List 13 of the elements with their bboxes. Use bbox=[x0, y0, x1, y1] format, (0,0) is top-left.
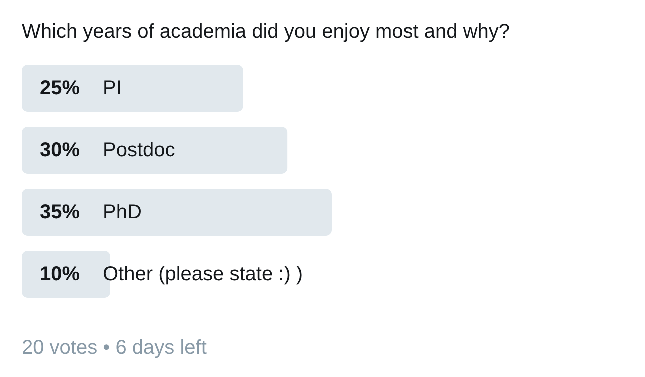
y-tick-label: Postdoc bbox=[103, 140, 176, 162]
bar bbox=[22, 127, 288, 174]
y-tick-label: PI bbox=[103, 78, 122, 100]
data-label: 35% bbox=[40, 202, 80, 224]
data-label: 30% bbox=[40, 140, 80, 162]
y-tick-label: Other (please state :) ) bbox=[103, 264, 304, 286]
data-label: 25% bbox=[40, 78, 80, 100]
text: 20 votes • 6 days left bbox=[22, 337, 208, 359]
y-tick-label: PhD bbox=[103, 202, 142, 224]
chart-title: Which years of academia did you enjoy most and why? bbox=[22, 21, 510, 43]
data-label: 10% bbox=[40, 264, 80, 286]
bar bbox=[22, 65, 244, 112]
bar bbox=[22, 189, 332, 236]
